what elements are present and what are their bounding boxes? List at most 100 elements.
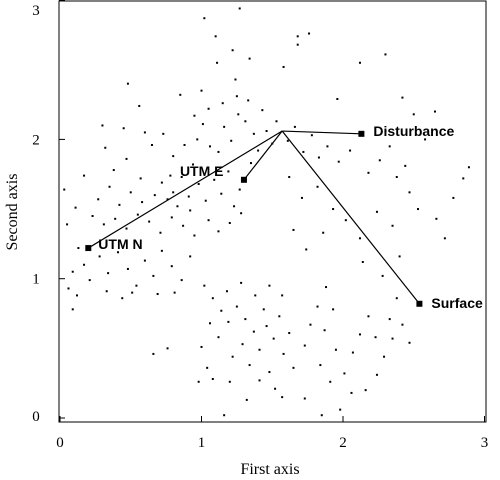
data-point — [344, 219, 347, 222]
data-point — [401, 96, 404, 99]
data-point — [374, 336, 377, 339]
data-point — [412, 113, 415, 116]
data-point — [252, 132, 255, 135]
data-point — [296, 43, 299, 46]
vector-endpoint — [358, 130, 365, 137]
data-point — [381, 274, 384, 277]
data-point — [170, 265, 173, 268]
data-point — [160, 181, 163, 184]
data-point — [300, 196, 303, 199]
data-point — [107, 272, 110, 275]
data-point — [367, 171, 370, 174]
data-point — [375, 373, 378, 376]
data-point — [114, 217, 117, 220]
data-point — [462, 177, 465, 180]
data-point — [303, 397, 306, 400]
data-point — [197, 182, 200, 185]
data-point — [98, 255, 101, 258]
data-point — [308, 32, 311, 35]
data-point — [150, 143, 153, 146]
data-point — [180, 279, 183, 282]
data-point — [443, 237, 446, 240]
y-axis-title: Second axis — [4, 174, 21, 251]
data-point — [217, 150, 220, 153]
data-point — [71, 308, 74, 311]
data-point — [319, 364, 322, 367]
data-point — [203, 17, 206, 20]
data-point — [452, 196, 455, 199]
data-point — [225, 290, 228, 293]
data-point — [203, 284, 206, 287]
data-point — [231, 355, 234, 358]
data-point — [265, 130, 268, 133]
data-point — [162, 132, 165, 135]
data-point — [278, 315, 281, 318]
data-point — [288, 332, 291, 335]
x-tick-label: 2 — [339, 435, 347, 451]
data-point — [217, 230, 220, 233]
x-tick-label: 0 — [56, 435, 64, 451]
data-point — [125, 157, 128, 160]
data-point — [148, 220, 151, 223]
data-point — [125, 227, 128, 230]
data-point — [108, 185, 111, 188]
data-point — [252, 330, 255, 333]
data-point — [424, 138, 427, 141]
data-point — [88, 279, 91, 282]
data-point — [384, 53, 387, 56]
data-point — [391, 224, 394, 227]
data-point — [117, 251, 120, 254]
data-point — [375, 210, 378, 213]
data-point — [282, 65, 285, 68]
data-point — [208, 322, 211, 325]
vector-label: Disturbance — [373, 123, 454, 139]
data-point — [275, 120, 278, 123]
data-point — [395, 176, 398, 179]
data-point — [233, 205, 236, 208]
data-point — [221, 102, 224, 105]
data-point — [248, 57, 251, 60]
data-point — [281, 396, 284, 399]
data-point — [391, 337, 394, 340]
data-point — [257, 149, 260, 152]
data-point — [332, 308, 335, 311]
data-point — [258, 379, 261, 382]
vector-line — [282, 130, 362, 135]
data-point — [77, 247, 80, 250]
data-point — [326, 145, 329, 148]
data-point — [435, 217, 438, 220]
data-point — [101, 124, 104, 127]
data-point — [248, 364, 251, 367]
data-point — [364, 389, 367, 392]
data-point — [433, 110, 436, 113]
data-point — [217, 336, 220, 339]
data-point — [383, 355, 386, 358]
data-point — [316, 305, 319, 308]
data-point — [204, 199, 207, 202]
data-point — [105, 290, 108, 293]
data-point — [201, 123, 204, 126]
data-point — [349, 149, 352, 152]
data-point — [358, 237, 361, 240]
x-axis-title: First axis — [240, 461, 299, 478]
data-point — [245, 398, 248, 401]
data-point — [322, 231, 325, 234]
data-point — [247, 99, 250, 102]
y-tick-labels: 0 1 2 3 — [32, 3, 40, 425]
data-point — [317, 156, 320, 159]
data-point — [384, 130, 387, 133]
data-point — [83, 263, 86, 266]
data-point — [71, 270, 74, 273]
y-tick-label: 3 — [32, 3, 40, 19]
y-tick-label: 2 — [32, 132, 40, 148]
data-point — [281, 294, 284, 297]
data-point — [138, 104, 141, 107]
data-point — [153, 194, 156, 197]
data-point — [176, 205, 179, 208]
data-point — [152, 274, 155, 277]
data-point — [74, 206, 77, 209]
data-point — [122, 127, 125, 130]
data-point — [139, 177, 142, 180]
data-point — [339, 408, 342, 411]
data-point — [223, 414, 226, 417]
